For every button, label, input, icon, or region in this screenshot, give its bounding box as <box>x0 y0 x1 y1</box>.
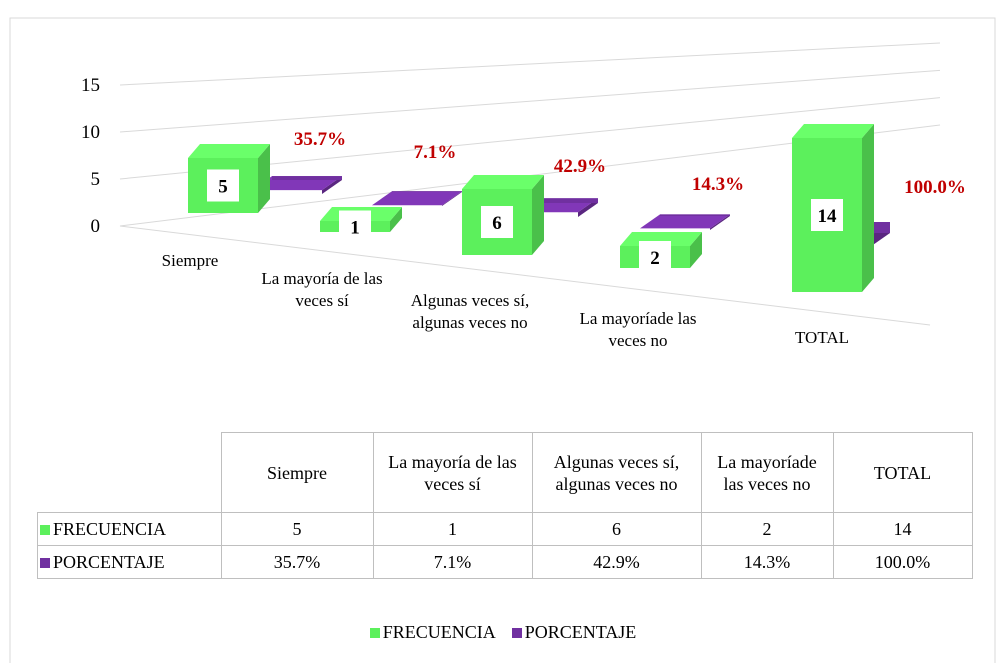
table-cell: 14.3% <box>700 545 834 579</box>
y-tick-label: 10 <box>81 122 100 143</box>
table-cell: 7.1% <box>372 545 533 579</box>
legend-swatch <box>369 628 380 638</box>
bar-top <box>640 214 730 229</box>
data-label: 100.0% <box>904 177 966 198</box>
bar <box>272 176 342 180</box>
series-name: PORCENTAJE <box>53 552 165 572</box>
table-header: La mayoría de las veces sí <box>372 432 533 513</box>
table-corner <box>37 432 222 513</box>
legend-item: FRECUENCIA <box>369 622 496 642</box>
table-cell: 42.9% <box>531 545 702 579</box>
bar-side <box>690 232 702 268</box>
data-label: 7.1% <box>414 142 457 163</box>
grid-line <box>119 69 941 133</box>
data-label: 14 <box>818 206 838 227</box>
legend-swatch <box>40 558 50 568</box>
data-label: 35.7% <box>294 129 346 150</box>
data-label: 14.3% <box>692 174 744 195</box>
data-label: 2 <box>650 248 660 269</box>
grid-line <box>119 42 941 86</box>
data-table: Siempre La mayoría de las veces sí Algunas… <box>37 432 973 579</box>
legend-swatch <box>40 525 50 535</box>
series-name: FRECUENCIA <box>53 519 167 539</box>
legend-swatch <box>511 628 522 638</box>
bar <box>660 214 730 216</box>
legend-label: FRECUENCIA <box>382 622 496 642</box>
table-row: FRECUENCIA 5 1 6 2 14 <box>37 512 973 546</box>
data-label: 1 <box>350 218 360 239</box>
x-tick-label: Algunas veces sí, algunas veces no <box>410 291 530 332</box>
table-header: TOTAL <box>832 432 973 513</box>
legend: FRECUENCIA PORCENTAJE <box>0 622 1006 643</box>
data-label-box <box>811 199 843 231</box>
chart-border <box>9 17 996 663</box>
table-header: Siempre <box>220 432 374 513</box>
data-label: 42.9% <box>554 156 606 177</box>
data-label: 6 <box>492 213 502 234</box>
table-cell: 2 <box>700 512 834 546</box>
table-header-row: Siempre La mayoría de las veces sí Algunas… <box>37 432 973 513</box>
bar-top <box>372 191 462 206</box>
bar-side <box>442 191 462 206</box>
table-header: Algunas veces sí, algunas veces no <box>531 432 702 513</box>
table-cell: 1 <box>372 512 533 546</box>
y-tick-label: 5 <box>91 169 101 190</box>
table-row-header: PORCENTAJE <box>37 545 222 579</box>
bar-top <box>462 175 544 189</box>
y-tick-label: 15 <box>81 75 100 96</box>
bar-side <box>710 214 730 230</box>
bar-side <box>258 144 270 213</box>
data-label-box <box>639 241 671 273</box>
x-tick-label: La mayoríade las veces no <box>579 309 697 350</box>
table-cell: 35.7% <box>220 545 374 579</box>
bar-top <box>792 124 874 138</box>
data-label-box <box>207 169 239 202</box>
legend-item: PORCENTAJE <box>511 622 637 642</box>
table-row: PORCENTAJE 35.7% 7.1% 42.9% 14.3% 100.0% <box>37 545 973 579</box>
floor-edge <box>119 225 931 326</box>
x-tick-label: TOTAL <box>794 328 850 347</box>
table-cell: 100.0% <box>832 545 973 579</box>
table-cell: 14 <box>832 512 973 546</box>
bar-side <box>862 124 874 292</box>
y-tick-label: 0 <box>91 216 101 237</box>
bar-side <box>390 207 402 232</box>
bar-side <box>532 175 544 255</box>
table-header: La mayoríade las veces no <box>700 432 834 513</box>
x-tick-label: La mayoría de las veces sí <box>261 269 383 310</box>
bar-side <box>322 176 342 194</box>
data-label-box <box>481 206 513 238</box>
data-label-box <box>339 210 371 243</box>
bar-top <box>188 144 270 158</box>
table-row-header: FRECUENCIA <box>37 512 222 546</box>
bar <box>528 198 598 203</box>
table-cell: 6 <box>531 512 702 546</box>
data-label: 5 <box>218 177 228 198</box>
bar <box>392 191 462 192</box>
table-cell: 5 <box>220 512 374 546</box>
legend-label: PORCENTAJE <box>524 622 637 642</box>
x-tick-label: Siempre <box>161 251 219 270</box>
